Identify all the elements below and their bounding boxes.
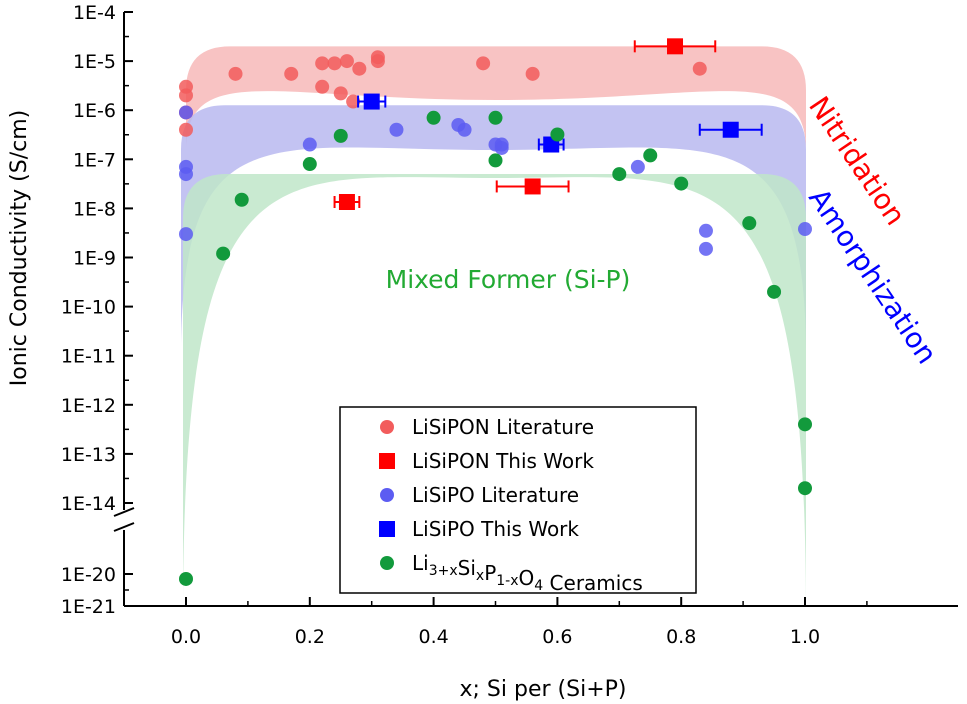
point-li3-xsixp1-xo4-ceramics (798, 481, 812, 496)
point-lisipon-literature (333, 86, 348, 101)
legend-marker (380, 556, 394, 570)
point-lisipon-literature (228, 66, 243, 81)
y-tick-label: 1E-20 (61, 564, 116, 586)
x-tick-label: 0.6 (542, 626, 572, 648)
y-tick-label: 1E-12 (61, 395, 116, 417)
point-lisipon-literature (284, 66, 299, 81)
legend-marker (379, 453, 395, 469)
legend-label: LiSiPO This Work (412, 517, 579, 541)
point-li3-xsixp1-xo4-ceramics (488, 153, 503, 168)
point-lisipon-this-work (338, 194, 355, 211)
point-li3-xsixp1-xo4-ceramics (643, 148, 658, 163)
x-tick-label: 0.0 (171, 626, 201, 648)
point-lisipo-literature (179, 167, 193, 182)
point-lisipon-literature (692, 61, 707, 76)
y-tick-label: 1E-9 (73, 248, 116, 270)
point-lisipo-literature (494, 137, 509, 152)
annotation-mixed-former: Mixed Former (Si-P) (386, 265, 631, 294)
x-tick-label: 0.4 (418, 626, 448, 648)
point-li3-xsixp1-xo4-ceramics (426, 110, 441, 125)
axes: 1E-21 1E-20 1E-14 1E-13 1E-12 1E-11 1E-10 1E-9 1… (7, 2, 958, 702)
point-lisipo-literature (179, 105, 193, 120)
x-tick-label: 0.2 (295, 626, 325, 648)
point-lisipo-literature (302, 137, 317, 152)
point-lisipo-literature (798, 222, 812, 237)
y-tick-label: 1E-13 (61, 444, 116, 466)
point-lisipo-literature (389, 122, 404, 137)
point-lisipo-this-work (363, 93, 380, 110)
point-lisipo-literature (698, 241, 713, 256)
point-lisipon-literature (476, 56, 491, 71)
point-li3-xsixp1-xo4-ceramics (234, 192, 249, 207)
legend-box (339, 406, 697, 594)
point-li3-xsixp1-xo4-ceramics (488, 110, 503, 125)
point-li3-xsixp1-xo4-ceramics (550, 127, 565, 142)
point-lisipon-literature (352, 61, 367, 76)
y-tick-label: 1E-7 (73, 149, 116, 171)
point-li3-xsixp1-xo4-ceramics (333, 128, 348, 143)
point-li3-xsixp1-xo4-ceramics (742, 216, 757, 231)
legend-label: Li3+xSixP1-xO4 Ceramics (412, 551, 643, 595)
y-axis-title: Ionic Conductivity (S/cm) (7, 110, 32, 386)
point-li3-xsixp1-xo4-ceramics (179, 571, 193, 586)
band-nitridation (186, 46, 806, 150)
y-tick-label: 1E-14 (61, 493, 116, 515)
y-tick-label: 1E-5 (73, 51, 116, 73)
point-lisipon-this-work (524, 178, 541, 195)
band-mixed-former-si-p- (183, 174, 806, 606)
point-lisipo-literature (179, 227, 193, 242)
legend: LiSiPON Literature LiSiPON This Work LiSiP… (339, 406, 697, 595)
y-tick-label: 1E-6 (73, 100, 116, 122)
x-axis-title: x; Si per (Si+P) (460, 677, 627, 702)
y-tick-label: 1E-10 (61, 297, 116, 319)
point-lisipo-this-work (722, 121, 739, 138)
point-lisipon-literature (179, 122, 193, 137)
point-lisipon-literature (315, 79, 330, 94)
point-li3-xsixp1-xo4-ceramics (302, 157, 317, 172)
point-lisipon-literature (346, 94, 361, 109)
point-li3-xsixp1-xo4-ceramics (612, 167, 627, 182)
point-lisipon-this-work (667, 38, 684, 55)
legend-label: LiSiPO Literature (412, 483, 579, 507)
data-points (179, 38, 812, 586)
legend-label: LiSiPON Literature (412, 415, 594, 439)
point-lisipon-literature (525, 66, 540, 81)
y-tick-label: 1E-21 (61, 596, 116, 618)
point-lisipon-literature (315, 56, 330, 71)
point-li3-xsixp1-xo4-ceramics (674, 176, 689, 191)
x-tick-label: 0.8 (666, 626, 696, 648)
legend-marker (379, 521, 395, 537)
point-li3-xsixp1-xo4-ceramics (767, 284, 782, 299)
point-lisipo-literature (457, 122, 472, 137)
x-tick-label: 1.0 (790, 626, 820, 648)
y-tick-label: 1E-8 (73, 198, 116, 220)
point-lisipon-literature (339, 54, 354, 69)
legend-marker (380, 488, 394, 502)
legend-marker (380, 420, 394, 434)
axis-break-mark (113, 507, 135, 517)
point-li3-xsixp1-xo4-ceramics (798, 417, 812, 432)
legend-label: LiSiPON This Work (412, 449, 594, 473)
point-lisipon-literature (370, 54, 385, 69)
point-lisipon-literature (327, 56, 342, 71)
y-tick-label: 1E-4 (73, 2, 116, 24)
point-li3-xsixp1-xo4-ceramics (216, 246, 231, 261)
point-lisipon-literature (179, 88, 193, 103)
point-lisipo-literature (698, 223, 713, 238)
axis-break-mark (113, 522, 135, 532)
point-lisipo-literature (630, 159, 645, 174)
y-tick-label: 1E-11 (61, 346, 116, 368)
